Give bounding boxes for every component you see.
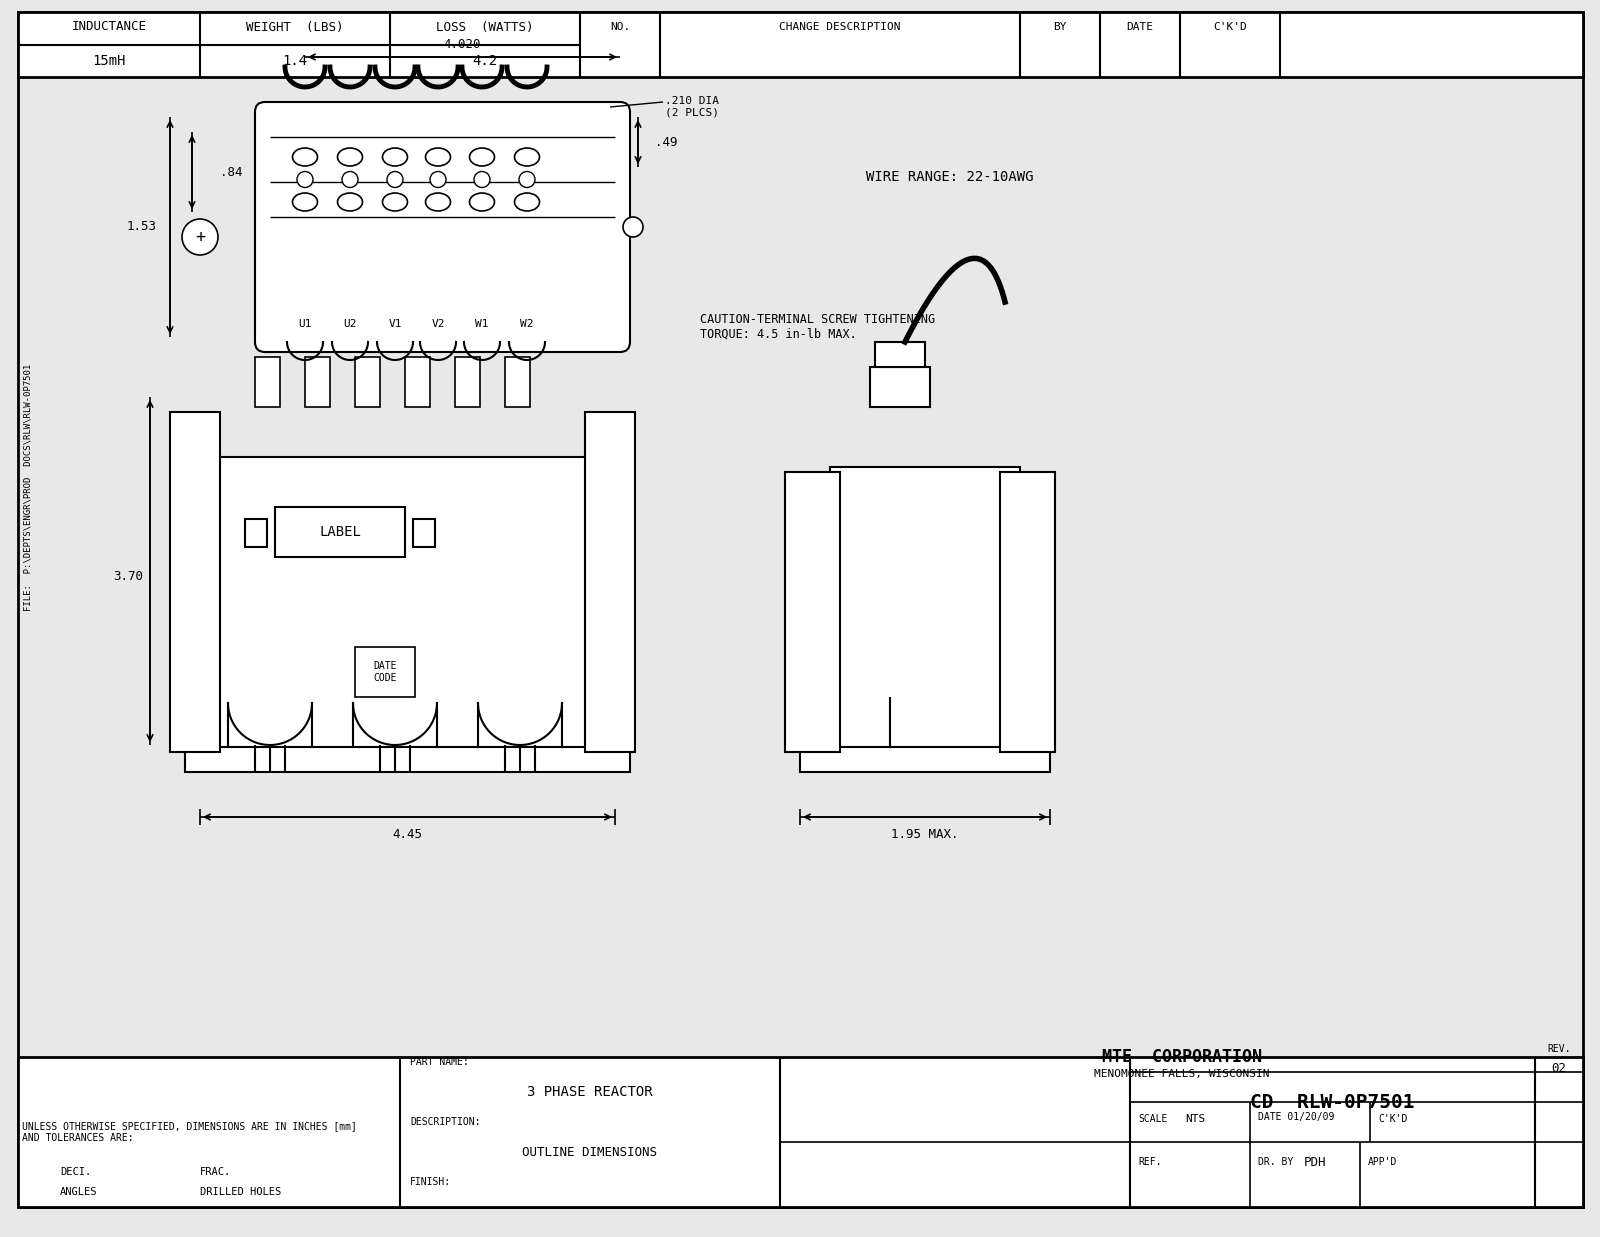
Circle shape [622,216,643,238]
Text: C'K'D: C'K'D [1213,22,1246,32]
Ellipse shape [515,193,539,212]
Ellipse shape [426,148,451,166]
Text: 15mH: 15mH [93,54,126,68]
Text: BY: BY [1053,22,1067,32]
Bar [786,473,840,752]
Text: 02: 02 [1552,1063,1566,1075]
Bar [18,1056,1582,1207]
Text: FINISH:: FINISH: [410,1176,451,1188]
Text: U2: U2 [344,319,357,329]
Bar [245,520,267,547]
Text: DESCRIPTION:: DESCRIPTION: [410,1117,480,1127]
Text: DECI.: DECI. [61,1166,91,1176]
Bar [586,412,635,752]
Text: UNLESS OTHERWISE SPECIFIED, DIMENSIONS ARE IN INCHES [mm]
AND TOLERANCES ARE:: UNLESS OTHERWISE SPECIFIED, DIMENSIONS A… [22,1121,357,1143]
Text: 1.4: 1.4 [283,54,307,68]
Text: 3 PHASE REACTOR: 3 PHASE REACTOR [526,1085,653,1098]
Text: DATE: DATE [1126,22,1154,32]
Circle shape [182,219,218,255]
Text: W1: W1 [475,319,488,329]
Text: U1: U1 [298,319,312,329]
Ellipse shape [382,193,408,212]
Text: .49: .49 [654,136,677,148]
Text: V2: V2 [432,319,445,329]
Bar [355,357,381,407]
Text: DR. BY: DR. BY [1258,1157,1293,1166]
Bar [186,742,630,772]
Bar [275,507,405,557]
Text: 1.53: 1.53 [126,220,157,234]
Ellipse shape [338,148,363,166]
Ellipse shape [293,148,317,166]
Bar [306,357,330,407]
Text: PART NAME:: PART NAME: [410,1056,469,1068]
Text: ANGLES: ANGLES [61,1188,98,1197]
Ellipse shape [469,148,494,166]
Ellipse shape [338,193,363,212]
Ellipse shape [469,193,494,212]
Bar [170,412,221,752]
Text: CAUTION-TERMINAL SCREW TIGHTENING
TORQUE: 4.5 in-lb MAX.: CAUTION-TERMINAL SCREW TIGHTENING TORQUE… [701,313,934,341]
Text: REV.: REV. [1547,1044,1571,1054]
Text: REF.: REF. [1138,1157,1162,1166]
Bar [405,357,430,407]
Ellipse shape [426,193,451,212]
Ellipse shape [515,148,539,166]
Circle shape [474,172,490,188]
Bar [1000,473,1054,752]
Text: WIRE RANGE: 22-10AWG: WIRE RANGE: 22-10AWG [866,169,1034,184]
Circle shape [387,172,403,188]
Circle shape [518,172,534,188]
Text: 4.020: 4.020 [443,38,482,52]
Text: .84: .84 [221,166,243,178]
Text: MTE  CORPORATION: MTE CORPORATION [1101,1048,1261,1066]
Text: SCALE: SCALE [1138,1115,1168,1124]
Text: .210 DIA
(2 PLCS): .210 DIA (2 PLCS) [666,96,718,118]
Text: CD  RLW-0P7501: CD RLW-0P7501 [1250,1092,1414,1112]
Text: DRILLED HOLES: DRILLED HOLES [200,1188,282,1197]
Bar [506,357,530,407]
Text: OUTLINE DIMENSIONS: OUTLINE DIMENSIONS [523,1145,658,1159]
Bar [413,520,435,547]
Bar [214,456,600,747]
Bar [454,357,480,407]
Text: 4.2: 4.2 [472,54,498,68]
Text: PDH: PDH [1304,1155,1326,1169]
Text: DATE
CODE: DATE CODE [373,662,397,683]
Text: FRAC.: FRAC. [200,1166,232,1176]
Text: W2: W2 [520,319,534,329]
Circle shape [342,172,358,188]
Text: NTS: NTS [1186,1115,1205,1124]
Text: LOSS  (WATTS): LOSS (WATTS) [437,21,534,33]
Text: MENOMONEE FALLS, WISCONSIN: MENOMONEE FALLS, WISCONSIN [1094,1069,1269,1079]
Text: LABEL: LABEL [318,524,362,539]
Bar [18,12,1582,77]
Bar [830,468,1021,747]
FancyBboxPatch shape [254,101,630,353]
Circle shape [298,172,314,188]
Text: INDUCTANCE: INDUCTANCE [72,21,147,33]
Text: C'K'D: C'K'D [1378,1115,1408,1124]
Bar [254,357,280,407]
Text: 3.70: 3.70 [114,570,142,584]
Text: 4.45: 4.45 [392,829,422,841]
Text: CHANGE DESCRIPTION: CHANGE DESCRIPTION [779,22,901,32]
Text: FILE:  P:\DEPTS\ENGR\PROD  DOCS\RLW\RLW-0P7501: FILE: P:\DEPTS\ENGR\PROD DOCS\RLW\RLW-0P… [24,364,32,611]
Bar [800,742,1050,772]
Ellipse shape [293,193,317,212]
Circle shape [430,172,446,188]
Text: V1: V1 [389,319,402,329]
Bar [355,647,414,696]
Text: 1.95 MAX.: 1.95 MAX. [891,829,958,841]
Bar [875,341,925,367]
Text: +: + [195,228,205,246]
Text: WEIGHT  (LBS): WEIGHT (LBS) [246,21,344,33]
Text: APP'D: APP'D [1368,1157,1397,1166]
Text: NO.: NO. [610,22,630,32]
Ellipse shape [382,148,408,166]
Bar [870,367,930,407]
Text: DATE 01/20/09: DATE 01/20/09 [1258,1112,1334,1122]
